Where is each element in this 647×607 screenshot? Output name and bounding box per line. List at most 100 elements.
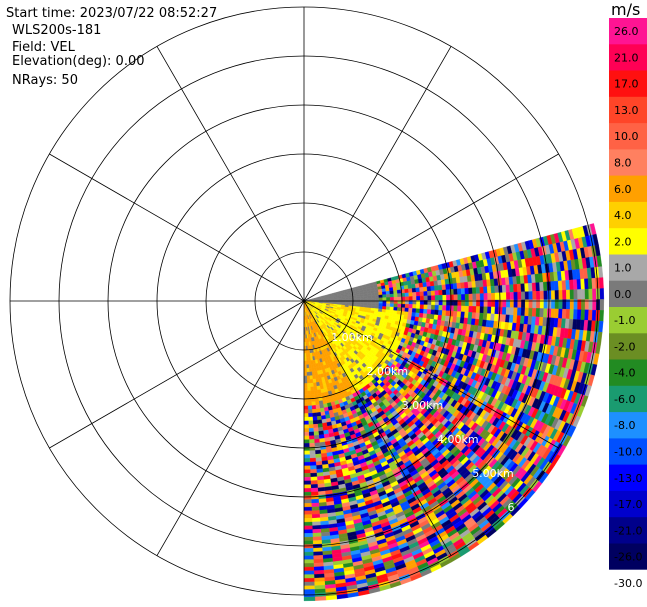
velocity-cell-445 [472, 287, 477, 295]
velocity-cell-3897 [311, 513, 321, 519]
colorbar-tick-14: -6.0 [614, 393, 635, 406]
velocity-cell-832 [422, 313, 428, 319]
range-ring-label-5: 6 [508, 501, 515, 514]
velocity-cell-469 [561, 280, 567, 291]
velocity-cell-552 [573, 289, 578, 300]
velocity-cell-3982 [303, 533, 313, 538]
velocity-cell-462 [535, 282, 541, 292]
velocity-cell-471 [569, 279, 574, 291]
colorbar-tick-21: -30.0 [614, 577, 642, 590]
velocity-cell-3978 [303, 518, 313, 523]
colorbar-tick-9: 1.0 [614, 262, 632, 275]
velocity-cell-3797 [314, 438, 320, 444]
colorbar-tick-2: 17.0 [614, 78, 639, 91]
velocity-cell-3941 [303, 379, 308, 384]
velocity-cell-3994 [303, 578, 315, 583]
velocity-cell-654 [356, 302, 361, 305]
colorbar-tick-16: -10.0 [614, 446, 642, 459]
velocity-cell-423 [389, 293, 395, 298]
velocity-cell-453 [501, 284, 507, 293]
colorbar-tick-6: 6.0 [614, 183, 632, 196]
velocity-cell-758 [445, 310, 451, 317]
velocity-cell-3990 [303, 563, 314, 568]
velocity-cell-3851 [305, 341, 308, 347]
velocity-cell-3700 [312, 375, 316, 380]
colorbar-swatch-0 [609, 18, 647, 45]
velocity-cell-479 [599, 277, 604, 289]
velocity-cell-3888 [310, 480, 318, 485]
velocity-cell-399 [598, 266, 604, 278]
velocity-cell-520 [453, 294, 458, 301]
velocity-cell-547 [554, 290, 560, 300]
velocity-cell-544 [543, 290, 548, 300]
velocity-cell-683 [464, 305, 470, 313]
range-ring-label-4: 5.00km [472, 467, 514, 480]
azimuth-spoke-10 [49, 153, 305, 302]
velocity-cells [303, 223, 605, 602]
velocity-cell-441 [457, 288, 462, 295]
velocity-cell-448 [483, 286, 488, 294]
colorbar-swatch-18 [609, 490, 647, 518]
velocity-cell-3894 [311, 502, 320, 508]
velocity-cell-414 [356, 296, 361, 299]
velocity-cell-420 [378, 294, 383, 299]
velocity-cell-748 [408, 307, 413, 313]
velocity-cell-494 [356, 298, 361, 301]
velocity-cell-3856 [306, 360, 309, 365]
velocity-cell-3862 [306, 383, 311, 388]
instrument-label: WLS200s-181 [12, 23, 102, 38]
velocity-cell-743 [389, 306, 394, 311]
velocity-cell-3883 [309, 461, 317, 466]
velocity-cell-3891 [310, 491, 319, 496]
velocity-cell-678 [445, 305, 451, 312]
azimuth-spoke-5 [303, 300, 452, 556]
velocity-cell-673 [427, 304, 432, 310]
velocity-cell-717 [591, 309, 597, 322]
velocity-cell-451 [494, 285, 499, 294]
velocity-cell-711 [569, 309, 574, 320]
velocity-cell-688 [483, 306, 488, 314]
velocity-cell-3784 [310, 390, 315, 395]
velocity-cell-428 [408, 292, 413, 297]
velocity-cell-3791 [312, 416, 318, 421]
velocity-cell-532 [498, 292, 503, 301]
colorbar-swatch-16 [609, 438, 647, 466]
velocity-cell-3947 [303, 401, 308, 407]
colorbar-swatch-5 [609, 149, 647, 177]
colorbar-swatch-17 [609, 464, 647, 492]
velocity-cell-3901 [312, 528, 322, 534]
velocity-cell-3970 [303, 488, 312, 493]
velocity-cell-368 [482, 279, 488, 288]
velocity-cell-3878 [309, 442, 315, 448]
velocity-cell-534 [506, 292, 511, 301]
velocity-cell-3795 [313, 431, 319, 436]
velocity-cell-3948 [303, 405, 309, 410]
velocity-cell-3782 [309, 382, 314, 388]
velocity-cell-753 [426, 309, 432, 315]
velocity-cell-760 [452, 311, 458, 318]
velocity-cell-3984 [303, 540, 314, 545]
velocity-cell-350 [415, 287, 420, 293]
velocity-cell-360 [452, 283, 458, 290]
velocity-cell-343 [389, 290, 394, 295]
velocity-cell-491 [345, 298, 350, 301]
velocity-cell-410 [341, 297, 346, 300]
velocity-cell-364 [467, 281, 473, 289]
velocity-cell-3996 [303, 585, 315, 590]
velocity-cell-3907 [313, 551, 323, 556]
velocity-cell-337 [367, 293, 372, 297]
velocity-cell-267 [403, 284, 409, 290]
velocity-cell-752 [423, 309, 428, 315]
velocity-cell-672 [423, 304, 428, 310]
colorbar-tick-8: 2.0 [614, 235, 632, 248]
velocity-cell-3794 [313, 427, 319, 432]
velocity-cell-3979 [303, 521, 313, 527]
velocity-cell-3992 [303, 570, 315, 575]
velocity-cell-3949 [303, 409, 309, 414]
velocity-cell-799 [598, 320, 604, 333]
colorbar-tick-20: -26.0 [614, 551, 642, 564]
velocity-cell-545 [547, 290, 552, 300]
velocity-cell-3965 [303, 469, 311, 474]
velocity-cell-744 [393, 306, 398, 311]
